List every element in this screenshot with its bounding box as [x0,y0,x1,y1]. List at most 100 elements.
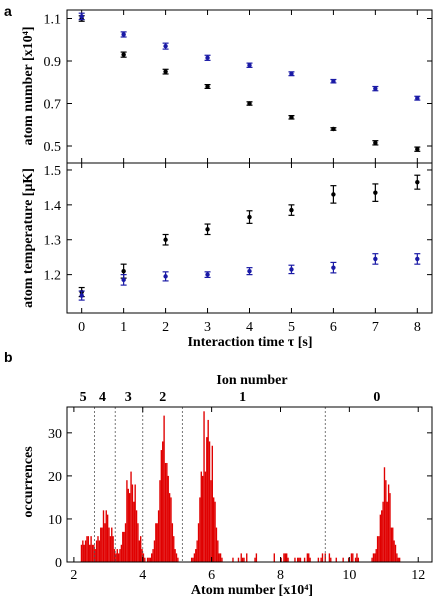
x-tick-label: 8 [277,568,284,583]
y-tick-label: 10 [48,513,62,528]
histogram-bar [192,557,194,562]
histogram-bar [140,536,142,562]
data-point-series-1 [162,271,169,282]
histogram-bar [335,557,337,562]
data-point-series-1 [414,95,421,101]
histogram-bar [127,488,129,562]
histogram-bar [201,475,204,562]
histogram-bar [218,553,220,562]
marker [373,140,378,146]
histogram-bar [284,553,286,562]
y-axis-label-atom-temperature: atom temperature [μK] [21,168,36,308]
x-tick-label: 6 [208,568,215,583]
panel-label-b: b [4,349,13,365]
data-point-series-1 [204,54,211,61]
histogram-bar [398,557,401,562]
ion-number-label: 0 [373,390,380,405]
marker [163,274,168,279]
data-point-series-1 [414,253,421,265]
histogram-bar [286,553,288,562]
histogram-bar [241,557,244,562]
marker [289,207,294,213]
histogram-bar [199,497,201,562]
marker [163,237,168,242]
histogram-bar [320,557,322,562]
histogram-bar [378,536,380,562]
histogram-bar [106,514,109,562]
marker [121,268,126,274]
marker [121,52,126,57]
histogram-bar [393,540,395,562]
histogram-bar [174,549,176,562]
histogram-bar [379,514,382,562]
histogram-bar [375,549,377,562]
data-point-series-1 [330,261,337,274]
data-point-series-0 [204,83,211,90]
histogram-bar [303,557,306,562]
histogram-bar [204,471,207,562]
marker [331,126,336,132]
histogram-bar [200,471,202,562]
histogram-bar [102,510,105,562]
histogram-bar [177,557,179,562]
histogram-bar [243,557,245,562]
histogram-bar [89,544,91,562]
data-point-series-1 [78,12,85,21]
y-tick-label: 30 [48,427,62,442]
marker [373,190,378,195]
histogram-bar [146,557,149,562]
histogram-bar [105,510,107,562]
histogram-bar [382,501,384,562]
histogram-bar [131,484,134,562]
marker [331,192,336,197]
marker [247,63,252,68]
data-point-series-0 [246,210,253,224]
histogram-bar [197,523,200,562]
histogram-bar [306,553,309,562]
panel-label-a: a [4,3,12,19]
histogram-bar [97,536,99,562]
x-tick-label: 7 [372,320,379,335]
histogram-bar [321,553,324,562]
histogram-bar [151,553,153,562]
ion-number-label: 2 [159,390,166,405]
marker [163,69,168,74]
x-tick-label: 1 [120,320,127,335]
histogram-bar [155,523,157,562]
histogram-bar [93,544,95,562]
marker [79,293,84,298]
histogram-bar [352,553,354,562]
x-tick-label: 2 [162,320,169,335]
data-point-series-1 [372,85,379,92]
x-tick-label: 4 [246,320,253,335]
ion-number-label: 3 [125,390,132,405]
histogram-bar [175,553,178,562]
data-point-series-0 [288,115,295,120]
histogram-bar [389,493,391,562]
marker [331,265,336,270]
histogram-bar [87,536,90,562]
data-point-series-0 [162,233,169,246]
histogram-bar [91,544,94,562]
marker [205,227,210,232]
histogram-bar [371,557,373,562]
histogram-bar [117,553,120,562]
histogram-bar [83,544,85,562]
histogram-bar [273,553,275,562]
histogram-bar [294,557,296,562]
y-tick-label: 1.2 [44,269,62,284]
histogram-bar [232,557,234,562]
histogram-bar [152,549,154,562]
histogram-bar [237,557,240,562]
histogram-bar [119,549,121,562]
x-tick-label: 0 [78,320,85,335]
data-point-series-0 [288,204,295,216]
y-axis-label-occurrences: occurrences [21,446,36,518]
y-tick-label: 1.3 [44,234,62,249]
histogram-bar [162,441,164,562]
marker [373,86,378,91]
histogram-bar [135,510,138,562]
histogram-bar [120,544,123,562]
histogram-bar [95,540,98,562]
histogram-bar [142,553,145,562]
